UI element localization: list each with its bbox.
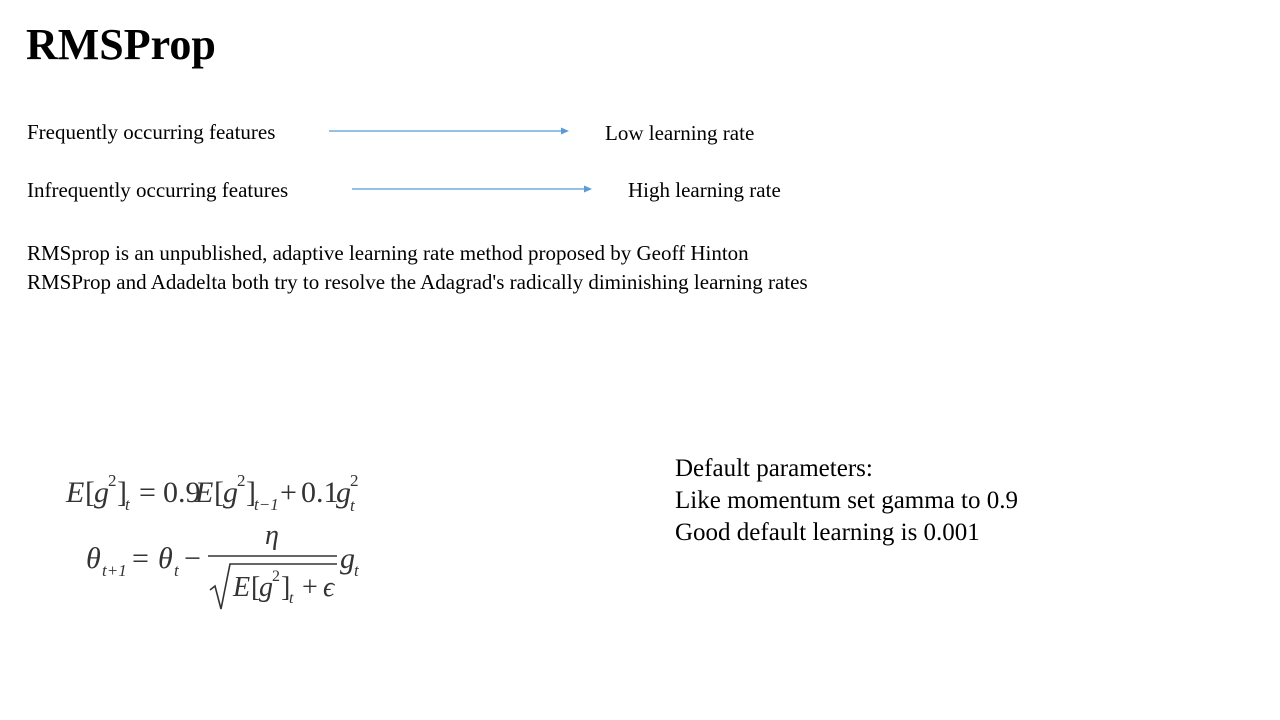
eq1-c1: 0.9: [163, 476, 201, 509]
rate-high: High learning rate: [628, 178, 781, 202]
feature-infrequent: Infrequently occurring features: [27, 178, 289, 202]
eq1-equals: =: [139, 476, 156, 509]
rmsprop-formula: E [ g 2 ] t = 0.9 E [ g 2 ] t−1 + 0.1 g …: [65, 471, 360, 610]
params-heading: Default parameters:: [675, 455, 873, 482]
eq2-den-t: t: [289, 590, 294, 607]
eq1-g-sq: 2: [350, 471, 359, 490]
eq1-rhs-E: E: [194, 476, 213, 509]
eq2-theta-sub: t+1: [102, 561, 127, 580]
eq1-rhs-g: g: [223, 476, 238, 509]
eq2-eta: η: [265, 520, 279, 551]
formula-equation-2: θ t+1 = θ t − η E [ g 2 ] t + ϵ g t: [86, 520, 360, 610]
eq2-sqrt-sign: [209, 563, 337, 610]
formula-equation-1: E [ g 2 ] t = 0.9 E [ g 2 ] t−1 + 0.1 g …: [65, 471, 359, 515]
eq1-plus: +: [280, 476, 297, 509]
eq2-den-bracket-open: [: [251, 572, 260, 603]
slide-title: RMSProp: [26, 20, 216, 69]
arrow-frequent: [329, 127, 569, 135]
eq2-den-g: g: [259, 572, 273, 603]
description-line-1: RMSprop is an unpublished, adaptive lear…: [27, 241, 749, 265]
eq1-g-t: t: [350, 496, 356, 515]
eq1-rhs-t: t−1: [254, 495, 279, 514]
eq2-epsilon: ϵ: [323, 572, 336, 603]
eq2-den-sq: 2: [272, 568, 280, 585]
eq2-theta-r: θ: [158, 542, 173, 575]
eq1-rhs-bracket-close: ]: [246, 476, 256, 509]
description-line-2: RMSProp and Adadelta both try to resolve…: [27, 270, 808, 294]
params-learning-rate: Good default learning is 0.001: [675, 519, 980, 546]
arrow-infrequent: [352, 185, 592, 193]
eq2-g-t: t: [354, 561, 360, 580]
eq1-rhs-sq: 2: [237, 471, 246, 490]
eq1-c2: 0.1: [301, 476, 339, 509]
eq1-g: g: [336, 476, 351, 509]
eq2-minus: −: [184, 542, 201, 575]
eq2-den-E: E: [232, 572, 250, 603]
eq1-lhs-t: t: [125, 495, 131, 514]
rate-low: Low learning rate: [605, 121, 755, 145]
eq1-lhs-g: g: [94, 476, 109, 509]
eq2-theta: θ: [86, 542, 101, 575]
eq1-lhs-bracket-open: [: [85, 476, 95, 509]
eq2-theta-r-sub: t: [174, 561, 180, 580]
eq2-equals: =: [132, 542, 149, 575]
eq1-lhs-bracket-close: ]: [117, 476, 127, 509]
eq2-den-bracket-close: ]: [281, 572, 290, 603]
eq1-rhs-bracket-open: [: [214, 476, 224, 509]
params-gamma: Like momentum set gamma to 0.9: [675, 487, 1018, 514]
eq1-lhs-sq: 2: [108, 471, 117, 490]
eq2-den-plus: +: [302, 572, 318, 603]
feature-frequent: Frequently occurring features: [27, 120, 276, 144]
eq2-g: g: [340, 542, 355, 575]
eq1-lhs-E: E: [65, 476, 84, 509]
